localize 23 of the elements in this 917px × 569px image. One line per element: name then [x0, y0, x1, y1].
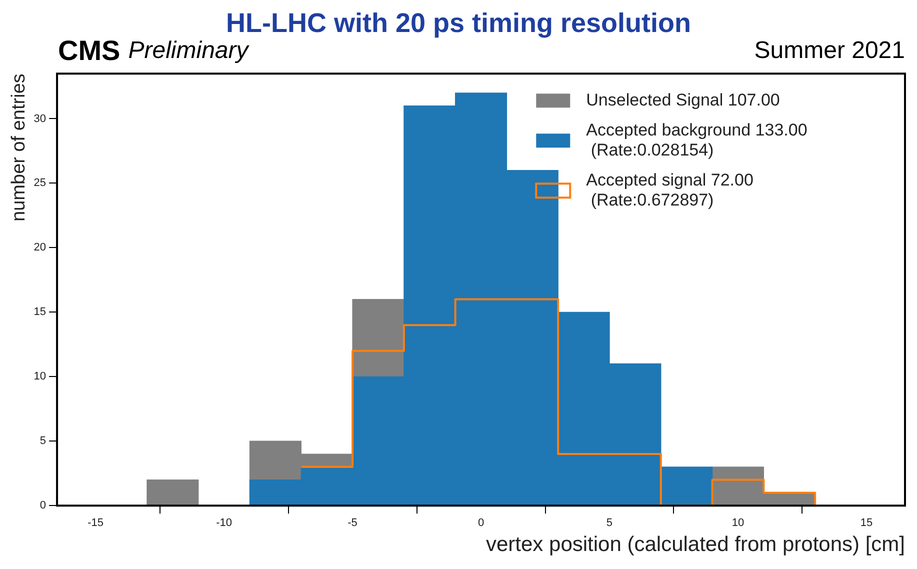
x-tick-label: 0 — [478, 517, 484, 530]
y-tick-label: 0 — [40, 500, 46, 512]
y-tick-label: 10 — [34, 370, 46, 383]
chart-title: HL-LHC with 20 ps timing resolution — [226, 8, 691, 38]
y-tick-label: 5 — [40, 435, 46, 448]
y-tick-label: 15 — [34, 306, 46, 318]
x-tick-label: -5 — [348, 517, 358, 530]
x-tick-label: -10 — [216, 517, 232, 530]
y-tick-label: 30 — [34, 112, 46, 125]
y-tick-label: 25 — [34, 177, 46, 190]
x-tick-label: 15 — [860, 517, 873, 530]
y-axis-title: number of entries — [8, 74, 30, 222]
x-tick-label: 10 — [732, 517, 744, 530]
x-tick-label: 5 — [606, 517, 613, 530]
legend-label: Unselected Signal 107.00 — [586, 90, 780, 110]
x-axis-title: vertex position (calculated from protons) [cm] — [486, 533, 905, 556]
text: CMS — [58, 35, 120, 66]
y-tick-label: 20 — [34, 242, 46, 254]
text: Summer 2021 — [754, 37, 905, 64]
x-tick-label: -15 — [88, 517, 104, 530]
legend-label: Accepted signal 72.00 (Rate:0.672897) — [586, 170, 754, 210]
legend-label: Accepted background 133.00 (Rate:0.028154) — [586, 120, 808, 160]
text: Preliminary — [128, 37, 248, 64]
